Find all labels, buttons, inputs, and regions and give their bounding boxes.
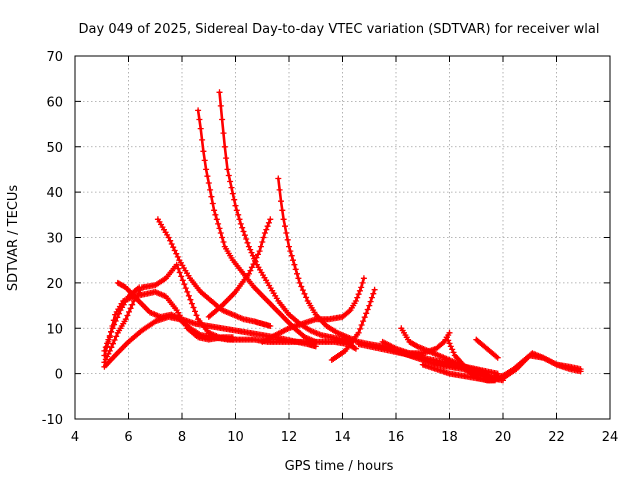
x-tick-label: 12: [281, 430, 298, 445]
x-tick-label: 18: [441, 430, 458, 445]
x-axis-label: GPS time / hours: [285, 459, 394, 474]
x-tick-label: 10: [227, 430, 244, 445]
series-plus-markers: [328, 286, 378, 363]
series-plus-markers: [195, 107, 319, 345]
series-plus-markers: [205, 216, 274, 320]
y-axis-label: SDTVAR / TECUs: [6, 185, 21, 292]
x-tick-label: 4: [71, 430, 79, 445]
x-tick-label: 20: [495, 430, 512, 445]
series-track-7: [195, 107, 319, 345]
x-tick-label: 22: [548, 430, 565, 445]
series-track-9: [205, 216, 274, 320]
series-plus-markers: [379, 343, 584, 382]
y-tick-label: -10: [42, 413, 63, 428]
x-tick-label: 14: [334, 430, 351, 445]
series-track-3: [101, 261, 236, 366]
series-track-19: [379, 343, 584, 382]
series-plus-markers: [473, 336, 501, 361]
axis-ticks: 4 6 8 10 12 14 16 18 20 22 24 -10 0 10 20 30 40 50 60 70: [42, 50, 619, 445]
x-tick-label: 8: [178, 430, 186, 445]
series-plus-markers: [154, 216, 274, 329]
chart-title: Day 049 of 2025, Sidereal Day-to-day VTE…: [79, 22, 600, 37]
series-track-12: [328, 286, 378, 363]
y-tick-label: 50: [46, 141, 63, 156]
grid: [75, 56, 610, 419]
series-track-11: [259, 275, 367, 345]
y-tick-label: 10: [46, 322, 63, 337]
x-tick-label: 16: [388, 430, 405, 445]
series-track-8: [216, 89, 357, 345]
series-plus-markers: [216, 89, 357, 345]
x-tick-label: 24: [602, 430, 619, 445]
series-plus-markers: [259, 275, 367, 345]
series-track-5: [114, 279, 319, 350]
y-tick-label: 30: [46, 232, 63, 247]
y-tick-label: 0: [55, 368, 63, 383]
series-track-17: [473, 336, 501, 361]
x-tick-label: 6: [124, 430, 132, 445]
y-tick-label: 20: [46, 277, 63, 292]
y-tick-label: 40: [46, 186, 63, 201]
y-tick-label: 60: [46, 95, 63, 110]
series-group: [101, 89, 584, 384]
series-track-6: [154, 216, 274, 329]
y-tick-label: 70: [46, 50, 63, 65]
